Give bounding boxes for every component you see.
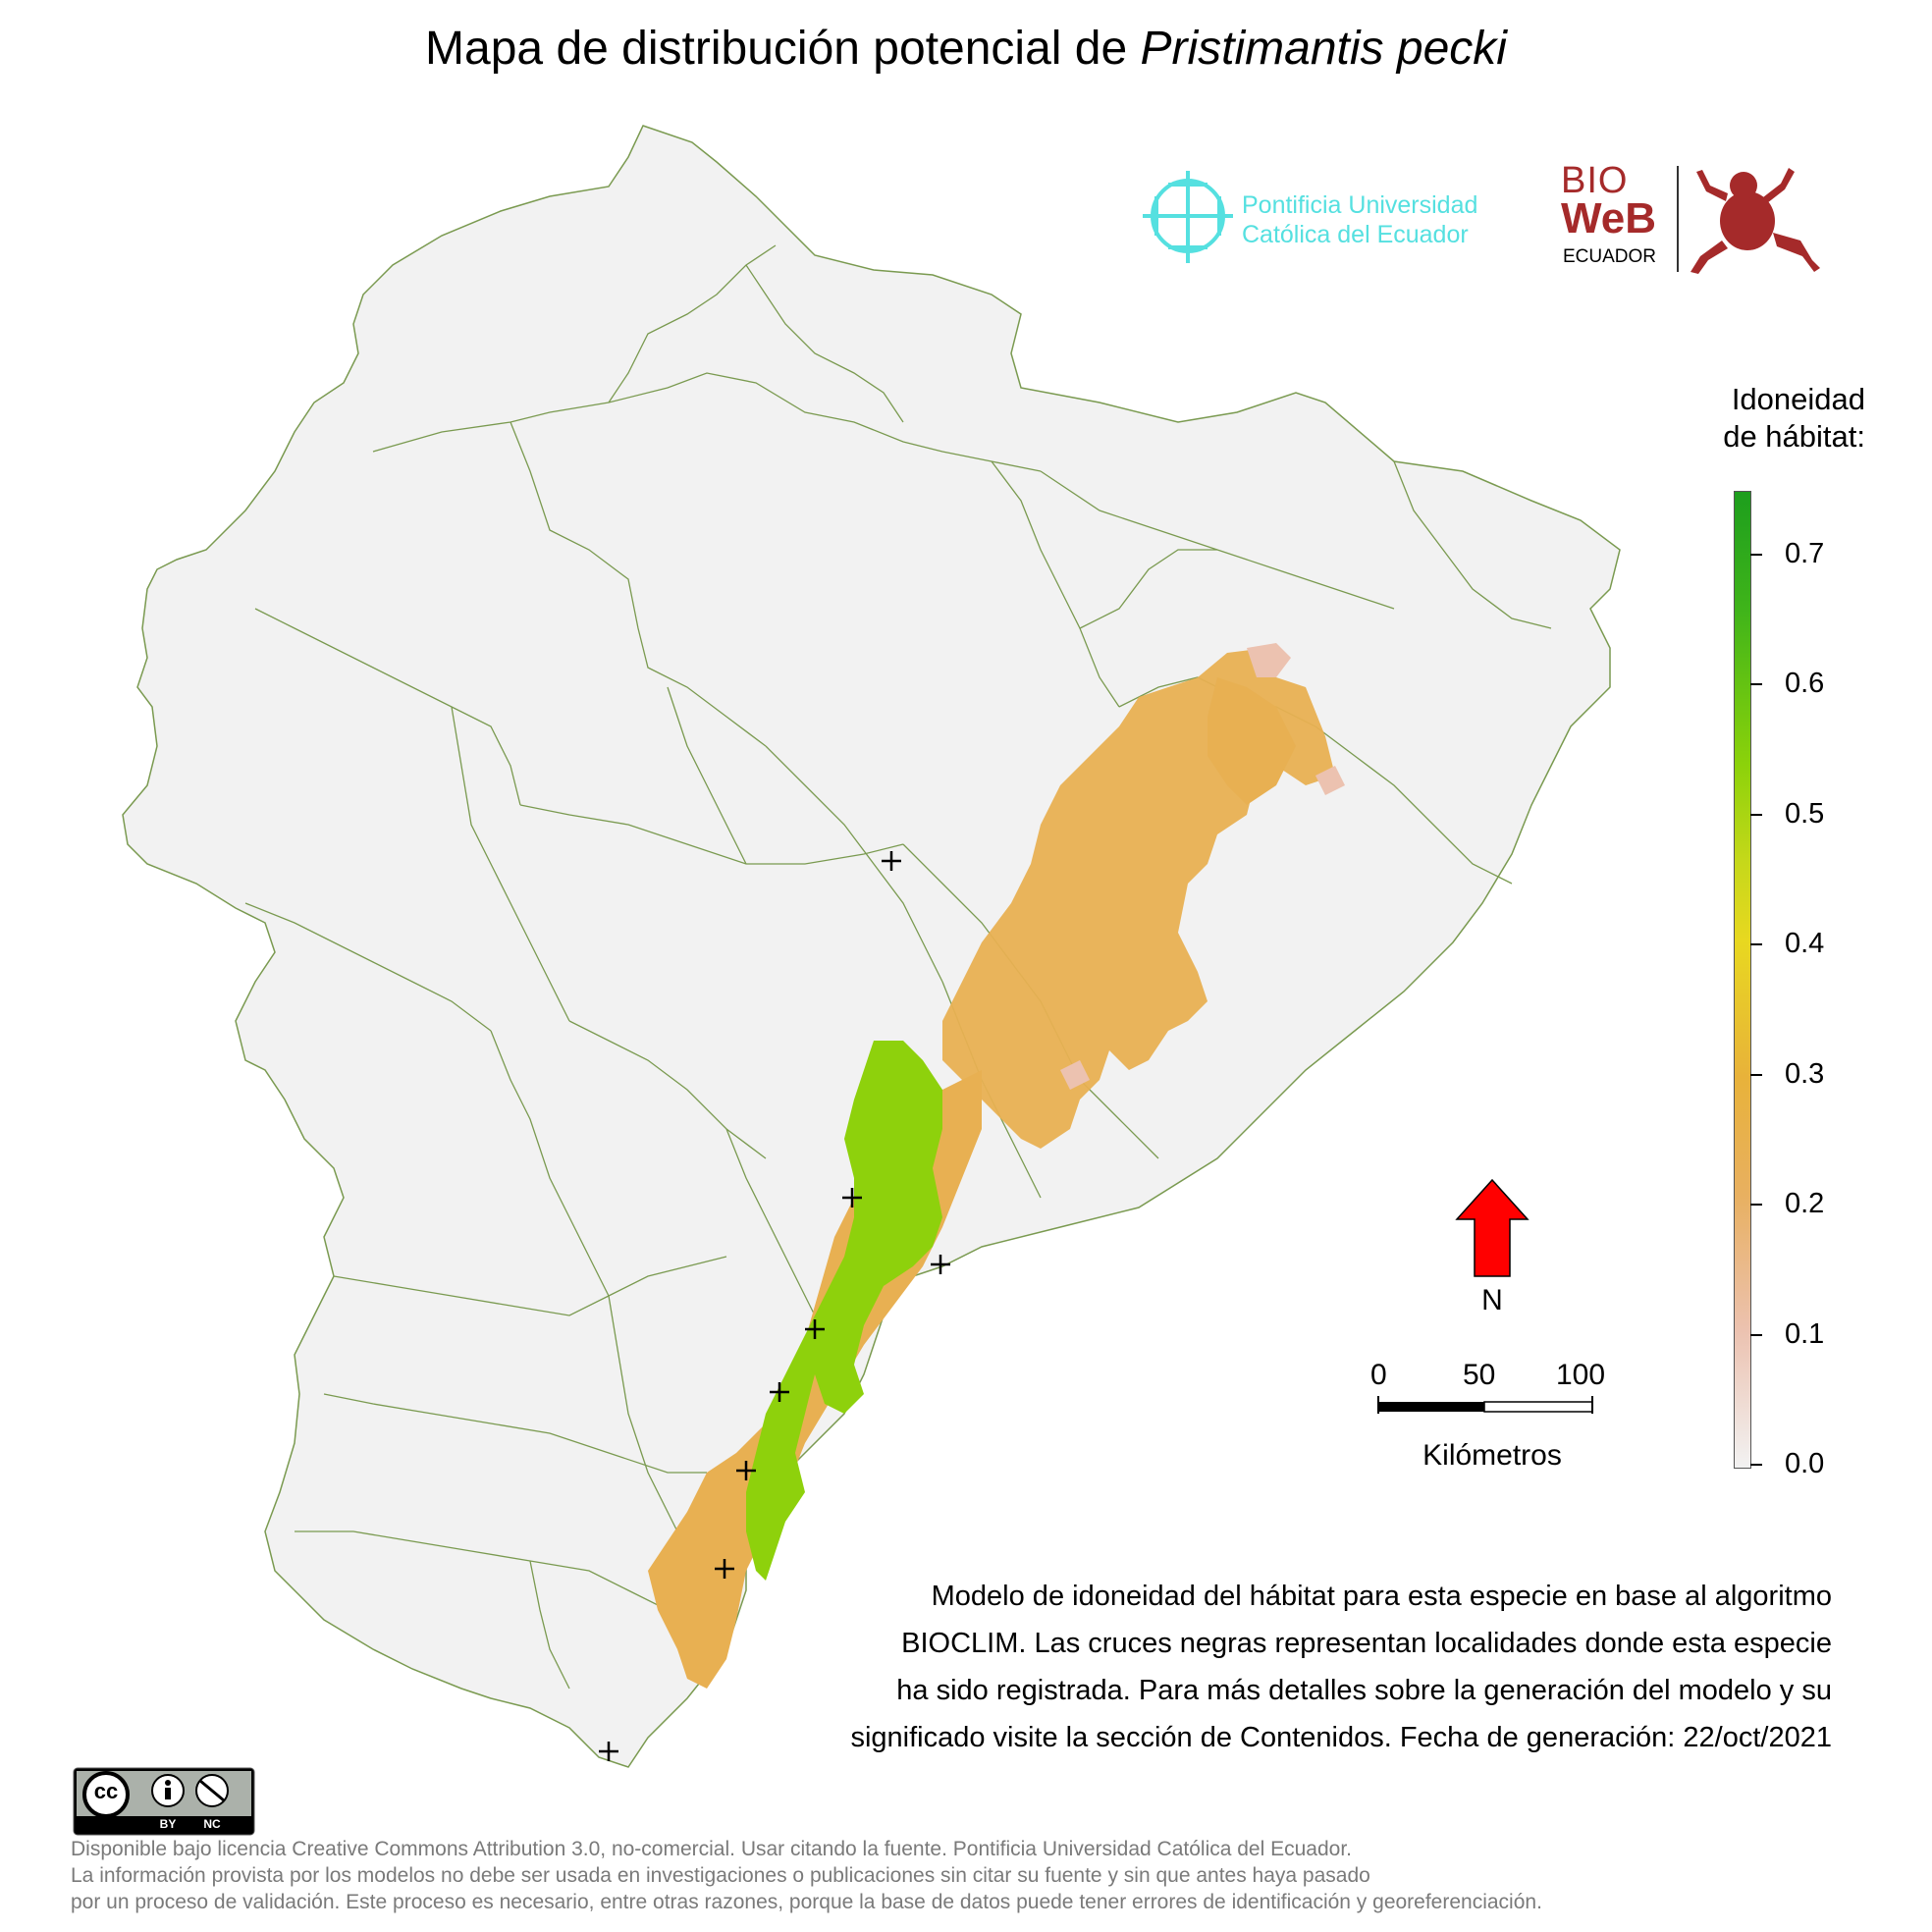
legend-tick (1750, 943, 1762, 945)
cc-by-nc-icon (73, 1767, 255, 1836)
legend-tick (1750, 1074, 1762, 1076)
record-cross (599, 1742, 618, 1761)
description-line: ha sido registrada. Para más detalles so… (896, 1675, 1832, 1706)
scale-label-50: 50 (1463, 1359, 1496, 1391)
footer-disclaimer: Disponible bajo licencia Creative Common… (71, 1836, 1916, 1915)
cc-text: cc (93, 1779, 119, 1803)
description-line: BIOCLIM. Las cruces negras representan l… (901, 1628, 1832, 1659)
puce-logo: Pontificia Universidad Católica del Ecua… (1139, 165, 1492, 273)
bioweb-bio: BIO (1561, 160, 1629, 201)
country-outline (122, 125, 1621, 1768)
frog-icon (1690, 168, 1820, 274)
cc-by: BY (159, 1817, 177, 1831)
north-arrow-icon (1455, 1178, 1530, 1277)
description-line: significado visite la sección de Conteni… (850, 1722, 1832, 1753)
legend-tick-label: 0.3 (1785, 1058, 1825, 1090)
legend-tick-label: 0.7 (1785, 538, 1825, 569)
record-cross (882, 851, 901, 871)
legend-tick-label: 0.4 (1785, 928, 1825, 959)
cc-license-badge[interactable]: cc BY NC (73, 1767, 255, 1836)
footer-line: Disponible bajo licencia Creative Common… (71, 1838, 1352, 1860)
record-crosses (599, 851, 950, 1761)
legend-title-line1: Idoneidad (1731, 382, 1865, 416)
map-title: Mapa de distribución potencial de Pristi… (0, 22, 1932, 76)
scale-bar (1377, 1396, 1593, 1414)
bioweb-web: WeB (1561, 194, 1656, 242)
title-species: Pristimantis pecki (1140, 23, 1507, 75)
record-cross (770, 1382, 789, 1402)
province-boundaries (244, 244, 1552, 1690)
north-label: N (1481, 1284, 1503, 1316)
puce-line2: Católica del Ecuador (1242, 221, 1469, 248)
habitat-suitability-raster (648, 643, 1345, 1689)
legend-tick-label: 0.2 (1785, 1188, 1825, 1219)
legend-title-line2: de hábitat: (1723, 419, 1865, 454)
legend-tick-label: 0.5 (1785, 798, 1825, 830)
bioweb-divider (1677, 166, 1679, 272)
bioweb-logo: BIO WeB ECUADOR (1561, 162, 1826, 280)
title-prefix: Mapa de distribución potencial de (425, 23, 1141, 75)
legend-tick-label: 0.1 (1785, 1318, 1825, 1350)
model-description: Modelo de idoneidad del hábitat para est… (687, 1573, 1832, 1761)
low-suitability-area-east (1208, 677, 1296, 805)
legend-tick (1750, 554, 1762, 556)
puce-line1: Pontificia Universidad (1242, 191, 1478, 219)
scale-unit: Kilómetros (1422, 1439, 1562, 1472)
legend-tick-label: 0.6 (1785, 668, 1825, 699)
puce-emblem-icon (1143, 171, 1233, 263)
high-suitability-area (746, 1041, 942, 1581)
legend-tick (1750, 683, 1762, 685)
footer-line: La información provista por los modelos … (71, 1864, 1370, 1887)
cc-nc: NC (203, 1817, 221, 1831)
record-cross (715, 1559, 734, 1579)
puce-name: Pontificia Universidad Católica del Ecua… (1242, 190, 1477, 249)
bioweb-ecuador: ECUADOR (1563, 246, 1657, 267)
record-cross (842, 1188, 862, 1208)
scale-label-100: 100 (1556, 1359, 1606, 1391)
legend-tick (1750, 814, 1762, 816)
legend-tick (1750, 1334, 1762, 1336)
scale-label-0: 0 (1370, 1359, 1387, 1391)
legend-tick-label: 0.0 (1785, 1448, 1825, 1479)
record-cross (805, 1319, 825, 1339)
record-cross (931, 1255, 950, 1274)
description-line: Modelo de idoneidad del hábitat para est… (931, 1581, 1832, 1612)
legend-tick (1750, 1204, 1762, 1206)
legend-tick (1750, 1464, 1762, 1466)
footer-line: por un proceso de validación. Este proce… (71, 1891, 1542, 1913)
legend-color-bar (1734, 491, 1751, 1469)
legend-title: Idoneidad de hábitat: (1630, 381, 1865, 456)
record-cross (736, 1461, 756, 1480)
